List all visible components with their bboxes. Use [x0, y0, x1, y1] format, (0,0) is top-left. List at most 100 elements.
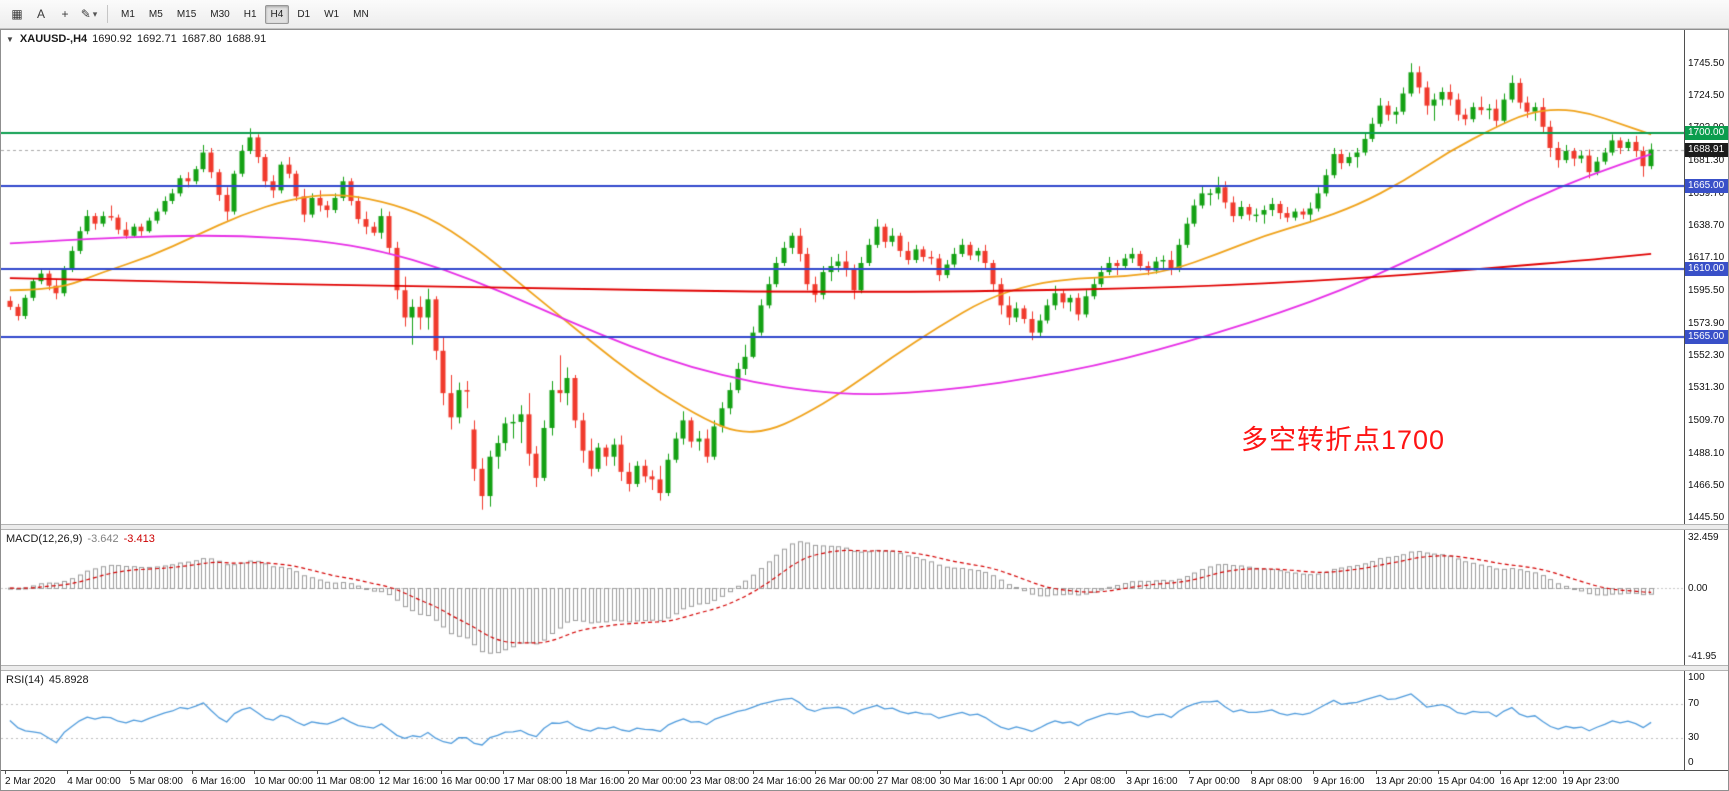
- macd-value-signal: -3.413: [123, 533, 155, 545]
- time-tick: [1001, 771, 1003, 774]
- timeframe-button-m15[interactable]: M15: [176, 8, 197, 20]
- time-tick: [1313, 771, 1315, 774]
- time-label: 19 Apr 23:00: [1562, 776, 1620, 787]
- time-tick: [752, 771, 754, 774]
- time-tick: [939, 771, 941, 774]
- time-label: 4 Mar 00:00: [67, 776, 121, 787]
- time-tick: [1500, 771, 1502, 774]
- text-tool-icon: A: [36, 7, 45, 21]
- timeframe-button-mn[interactable]: MN: [353, 8, 369, 20]
- timeframe-button-m30[interactable]: M30: [210, 8, 230, 20]
- timeframe-button-h4[interactable]: H4: [264, 4, 290, 24]
- time-label: 23 Mar 08:00: [690, 776, 750, 787]
- chart-grid-icon[interactable]: ▦: [6, 4, 28, 24]
- rsi-scale[interactable]: 100 70 30 0: [1684, 671, 1728, 770]
- time-label: 2 Apr 08:00: [1064, 776, 1116, 787]
- price-tag-1610.00: 1610.00: [1685, 262, 1728, 277]
- price-label: 1659.70: [1688, 187, 1725, 199]
- rsi-title: RSI(14): [6, 674, 44, 686]
- time-tick: [628, 771, 629, 774]
- time-label: 16 Apr 12:00: [1500, 776, 1557, 787]
- timeframe-button-h1[interactable]: H1: [243, 8, 257, 20]
- time-tick: [690, 771, 692, 774]
- time-tick: [565, 771, 567, 774]
- top-toolbar: ▦ A + ✎ ▾ M1 M5 M15 M30 H1 H4 D1 W1 MN: [0, 0, 1729, 29]
- time-label: 5 Mar 08:00: [129, 776, 183, 787]
- pane-separator-macd[interactable]: [1, 524, 1728, 530]
- time-tick: [5, 771, 6, 774]
- time-label: 8 Apr 08:00: [1251, 776, 1303, 787]
- time-label: 30 Mar 16:00: [939, 776, 999, 787]
- crosshair-tool-icon[interactable]: +: [54, 4, 76, 24]
- price-label: 1445.50: [1688, 512, 1725, 523]
- price-label: 1724.50: [1688, 89, 1725, 101]
- time-label: 26 Mar 00:00: [814, 776, 874, 787]
- time-label: 11 Mar 08:00: [316, 776, 375, 787]
- price-label: 1531.30: [1688, 382, 1725, 394]
- crosshair-tool-icon: +: [61, 7, 69, 21]
- rsi-header: RSI(14) 45.8928: [6, 674, 89, 686]
- time-tick: [254, 771, 256, 774]
- macd-canvas[interactable]: [1, 530, 1684, 665]
- price-label: 1466.50: [1688, 480, 1725, 492]
- chart-symbol-label: XAUUSD-,H4: [19, 33, 88, 45]
- time-tick: [877, 771, 879, 774]
- price-label: 1573.90: [1688, 317, 1725, 329]
- ohlc-close: 1688.91: [226, 33, 267, 45]
- ohlc-open: 1690.92: [92, 33, 132, 45]
- rsi-scale-label: 70: [1688, 697, 1700, 709]
- timeframe-button-m1[interactable]: M1: [121, 8, 135, 20]
- time-tick: [129, 771, 131, 774]
- time-label: 15 Apr 04:00: [1437, 776, 1495, 787]
- time-axis[interactable]: 2 Mar 2020 4 Mar 00:00 5 Mar 08:00 6 Mar 16…: [1, 770, 1728, 790]
- time-tick: [1437, 771, 1439, 774]
- macd-scale[interactable]: 32.459 0.00 -41.95: [1684, 530, 1728, 665]
- price-tag-1665.00: 1665.00: [1685, 178, 1728, 193]
- time-label: 13 Apr 20:00: [1375, 776, 1433, 787]
- price-label: 1638.70: [1688, 219, 1725, 231]
- time-tick: [1375, 771, 1377, 774]
- main-pane-row: ▼ XAUUSD-,H4 1690.92 1692.71 1687.80 168…: [1, 30, 1728, 524]
- price-label: 1617.10: [1688, 252, 1725, 264]
- time-label: 20 Mar 00:00: [628, 776, 687, 787]
- time-label: 10 Mar 00:00: [254, 776, 314, 787]
- rsi-scale-label: 30: [1688, 731, 1700, 743]
- rsi-pane[interactable]: RSI(14) 45.8928: [1, 671, 1684, 770]
- time-tick: [316, 771, 318, 774]
- time-label: 24 Mar 16:00: [752, 776, 812, 787]
- timeframe-button-d1[interactable]: D1: [297, 8, 311, 20]
- timeframe-group: M1 M5 M15 M30 H1 H4 D1 W1 MN: [114, 4, 376, 24]
- price-tag-1700.00: 1700.00: [1685, 125, 1728, 140]
- price-label: 1681.30: [1688, 155, 1725, 167]
- rsi-pane-row: RSI(14) 45.8928 100 70 30 0: [1, 671, 1728, 770]
- time-tick: [1126, 771, 1128, 774]
- dropdown-arrow-icon: ▾: [92, 8, 98, 19]
- time-label: 16 Mar 00:00: [441, 776, 501, 787]
- time-tick: [67, 771, 69, 774]
- price-label: 1595.50: [1688, 285, 1725, 296]
- main-chart-canvas[interactable]: [1, 30, 1684, 524]
- macd-pane-row: MACD(12,26,9) -3.642 -3.413 32.459 0.00 -4…: [1, 530, 1728, 665]
- draw-tool-icon: ✎: [80, 7, 91, 21]
- draw-tool-icon[interactable]: ✎ ▾: [78, 4, 100, 24]
- main-price-scale[interactable]: 1745.501724.501702.901681.301659.701638.…: [1684, 30, 1728, 524]
- chart-annotation-text[interactable]: 多空转折点1700: [1241, 425, 1446, 455]
- time-label: 1 Apr 00:00: [1001, 776, 1053, 787]
- rsi-scale-label: 0: [1688, 757, 1694, 768]
- time-tick: [1064, 771, 1066, 774]
- time-label: 3 Apr 16:00: [1126, 776, 1178, 787]
- toolbar-separator: [107, 5, 108, 23]
- rsi-value: 45.8928: [48, 674, 89, 686]
- macd-pane[interactable]: MACD(12,26,9) -3.642 -3.413: [1, 530, 1684, 665]
- macd-title: MACD(12,26,9): [6, 533, 83, 545]
- timeframe-button-m5[interactable]: M5: [148, 8, 163, 20]
- time-label: 7 Apr 00:00: [1188, 776, 1240, 787]
- rsi-canvas[interactable]: [1, 671, 1684, 770]
- time-tick: [814, 771, 816, 774]
- text-tool-icon[interactable]: A: [30, 4, 52, 24]
- chart-collapse-icon[interactable]: ▼: [6, 34, 14, 44]
- timeframe-button-w1[interactable]: W1: [324, 8, 340, 20]
- pane-separator-rsi[interactable]: [1, 665, 1728, 671]
- main-pane[interactable]: ▼ XAUUSD-,H4 1690.92 1692.71 1687.80 168…: [1, 30, 1684, 524]
- price-label: 1552.30: [1688, 350, 1725, 362]
